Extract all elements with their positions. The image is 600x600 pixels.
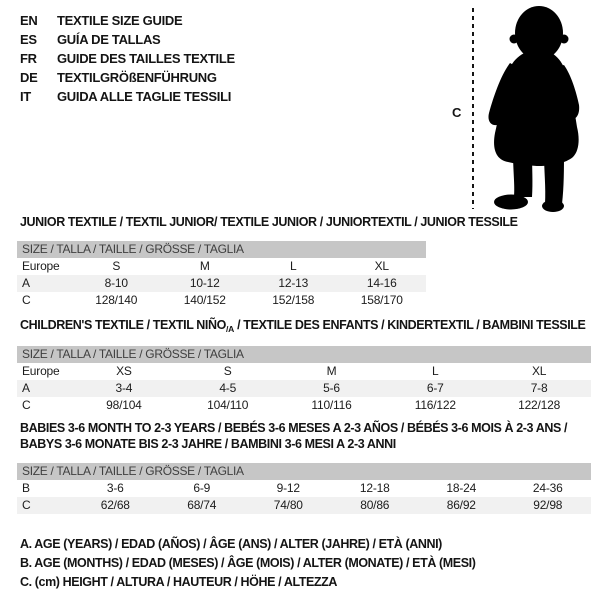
size-cell: 5-6: [323, 381, 340, 395]
size-cell: 24-36: [532, 481, 563, 495]
size-cell: XL: [531, 364, 547, 378]
size-cell: 12-13: [278, 276, 309, 290]
size-cell: S: [112, 259, 121, 273]
note-line-b: B. AGE (MONTHS) / EDAD (MESES) / ÂGE (MO…: [20, 556, 476, 570]
size-cell: 104/110: [207, 398, 249, 412]
size-cell: 98/104: [106, 398, 142, 412]
size-cell: 4-5: [219, 381, 237, 395]
size-cell: 14-16: [366, 276, 397, 290]
size-cell: 6-9: [193, 481, 211, 495]
table-row: C 98/104 104/110 110/116 116/122 122/128: [17, 397, 591, 414]
size-cell: L: [432, 364, 439, 378]
note-line-c: C. (cm) HEIGHT / ALTURA / HAUTEUR / HÖHE…: [20, 575, 338, 589]
table-row: Europe XS S M L XL: [17, 363, 591, 380]
row-label: Europe: [22, 364, 60, 378]
size-cell: 8-10: [104, 276, 128, 290]
children-size-table: SIZE / TALLA / TAILLE / GRÖSSE / TAGLIA …: [17, 346, 591, 414]
size-cell: 12-18: [359, 481, 390, 495]
row-label: C: [22, 498, 31, 512]
lang-label: TEXTILE SIZE GUIDE: [57, 13, 183, 28]
language-list: EN TEXTILE SIZE GUIDE ES GUÍA DE TALLAS …: [20, 11, 235, 106]
size-cell: 140/152: [183, 293, 226, 307]
table-row: A 8-10 10-12 12-13 14-16: [17, 275, 426, 292]
row-label: C: [22, 293, 31, 307]
table-row: C 128/140 140/152 152/158 158/170: [17, 292, 426, 309]
row-label: B: [22, 481, 30, 495]
lang-code: FR: [20, 51, 37, 66]
size-cell: 128/140: [95, 293, 138, 307]
section-title-junior: JUNIOR TEXTILE / TEXTIL JUNIOR/ TEXTILE …: [20, 215, 518, 229]
size-cell: 74/80: [273, 498, 303, 512]
size-cell: 152/158: [272, 293, 315, 307]
lang-code: ES: [20, 32, 37, 47]
size-cell: M: [199, 259, 210, 273]
section-title-line1: BABIES 3-6 MONTH TO 2-3 YEARS / BEBÉS 3-…: [20, 421, 568, 435]
size-cell: 80/86: [360, 498, 390, 512]
size-cell: 7-8: [530, 381, 548, 395]
size-cell: 92/98: [533, 498, 563, 512]
baby-silhouette-icon: [488, 6, 580, 212]
section-title-text: CHILDREN'S TEXTILE / TEXTIL NIÑO: [20, 318, 226, 332]
table-row: B 3-6 6-9 9-12 12-18 18-24 24-36: [17, 480, 591, 497]
size-cell: 68/74: [187, 498, 217, 512]
size-cell: XS: [116, 364, 132, 378]
row-label: C: [22, 398, 31, 412]
size-cell: M: [326, 364, 337, 378]
section-title-babies: BABIES 3-6 MONTH TO 2-3 YEARS / BEBÉS 3-…: [20, 421, 567, 452]
lang-code: EN: [20, 13, 38, 28]
size-cell: S: [223, 364, 232, 378]
size-cell: XL: [374, 259, 389, 273]
row-label: A: [22, 276, 30, 290]
size-cell: 3-6: [106, 481, 124, 495]
row-label: Europe: [22, 259, 60, 273]
size-cell: 116/122: [414, 398, 456, 412]
legend-notes: A. AGE (YEARS) / EDAD (AÑOS) / ÂGE (ANS)…: [20, 535, 476, 592]
section-title-line2: BABYS 3-6 MONATE BIS 2-3 JAHRE / BAMBINI…: [20, 436, 396, 451]
section-title-text: / TEXTILE DES ENFANTS / KINDERTEXTIL / B…: [234, 318, 586, 332]
size-cell: 122/128: [518, 398, 561, 412]
size-cell: 158/170: [360, 293, 403, 307]
lang-code: DE: [20, 70, 38, 85]
note-line-a: A. AGE (YEARS) / EDAD (AÑOS) / ÂGE (ANS)…: [20, 537, 442, 551]
height-dashed-line: [472, 8, 474, 209]
size-header-row: SIZE / TALLA / TAILLE / GRÖSSE / TAGLIA: [17, 241, 426, 258]
size-cell: 3-4: [115, 381, 133, 395]
size-cell: 86/92: [446, 498, 476, 512]
table-row: A 3-4 4-5 5-6 6-7 7-8: [17, 380, 591, 397]
size-cell: 9-12: [276, 481, 300, 495]
height-label-c: C: [452, 105, 462, 120]
size-cell: 10-12: [189, 276, 220, 290]
size-cell: 18-24: [446, 481, 477, 495]
lang-label: GUIDA ALLE TAGLIE TESSILI: [57, 89, 232, 104]
section-title-children: CHILDREN'S TEXTILE / TEXTIL NIÑO/A / TEX…: [20, 318, 586, 338]
size-header-row: SIZE / TALLA / TAILLE / GRÖSSE / TAGLIA: [17, 346, 591, 363]
size-cell: 62/68: [100, 498, 130, 512]
lang-label: GUIDE DES TAILLES TEXTILE: [57, 51, 235, 66]
table-row: C 62/68 68/74 74/80 80/86 86/92 92/98: [17, 497, 591, 514]
babies-size-table: SIZE / TALLA / TAILLE / GRÖSSE / TAGLIA …: [17, 463, 591, 514]
section-title-subscript: /A: [225, 324, 235, 334]
lang-code: IT: [20, 89, 31, 104]
row-label: A: [22, 381, 30, 395]
size-cell: 110/116: [311, 398, 352, 412]
size-cell: L: [290, 259, 297, 273]
table-row: Europe S M L XL: [17, 258, 426, 275]
size-cell: 6-7: [426, 381, 444, 395]
lang-label: GUÍA DE TALLAS: [57, 32, 161, 47]
lang-label: TEXTILGRÖßENFÜHRUNG: [57, 70, 217, 85]
size-header-row: SIZE / TALLA / TAILLE / GRÖSSE / TAGLIA: [17, 463, 591, 480]
junior-size-table: SIZE / TALLA / TAILLE / GRÖSSE / TAGLIA …: [17, 241, 426, 309]
